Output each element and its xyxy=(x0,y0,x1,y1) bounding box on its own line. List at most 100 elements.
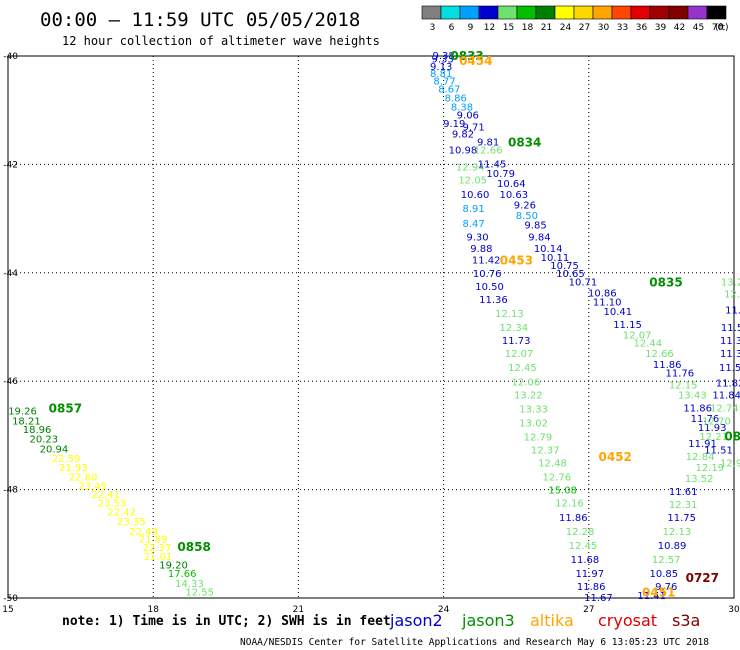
swh-value-label: 9.84 xyxy=(528,233,550,244)
pass-time-label: 0834 xyxy=(508,136,541,150)
x-tick-label: 27 xyxy=(583,605,594,615)
color-swatch-label: 30 xyxy=(598,23,610,33)
color-swatch-3 xyxy=(421,5,442,20)
pass-time-label: 0453 xyxy=(500,253,533,267)
swh-value-label: 12.16 xyxy=(555,499,584,510)
swh-value-label: 12.15 xyxy=(669,381,698,392)
color-swatch-12 xyxy=(478,5,499,20)
color-swatch-label: 33 xyxy=(617,23,628,33)
swh-value-label: 18.96 xyxy=(23,425,52,436)
swh-value-label: 11.84 xyxy=(712,390,740,401)
y-tick-label: -40 xyxy=(3,52,18,62)
swh-value-label: 9.88 xyxy=(470,244,492,255)
swh-value-label: 12.06 xyxy=(512,377,541,388)
swh-value-label: 9.38 xyxy=(432,51,454,62)
swh-value-label: 8.91 xyxy=(462,204,484,215)
swh-value-label: 8.81 xyxy=(430,69,452,80)
swh-value-label: 12.31 xyxy=(669,500,698,511)
swh-value-label: 12.74 xyxy=(710,403,739,414)
y-tick-label: -48 xyxy=(3,486,18,496)
swh-value-label: 10.79 xyxy=(486,169,515,180)
swh-value-label: 10.64 xyxy=(497,179,526,190)
swh-value-label: 11.51 xyxy=(704,446,733,457)
swh-value-label: 12.76 xyxy=(543,473,572,484)
color-swatch-label: 45 xyxy=(693,23,704,33)
pass-time-label: 0452 xyxy=(598,450,631,464)
swh-value-label: 11.5 xyxy=(721,323,740,334)
satellite-legend-jason2: jason2 xyxy=(389,611,443,630)
swh-value-label: 12.55 xyxy=(185,588,214,599)
x-tick-label: 18 xyxy=(147,605,159,615)
swh-value-label: 11.86 xyxy=(577,582,606,593)
swh-value-label: 22.59 xyxy=(52,454,81,465)
swh-value-label: 12.07 xyxy=(623,331,652,342)
swh-value-label: 14.33 xyxy=(175,579,204,590)
satellite-legend-cryosat: cryosat xyxy=(598,611,657,630)
swh-value-label: 22.41 xyxy=(91,490,120,501)
swh-value-label: 12.66 xyxy=(474,145,503,156)
swh-value-label: 19.20 xyxy=(159,560,188,571)
swh-value-label: 9.85 xyxy=(524,221,546,232)
satellite-legend-jason3: jason3 xyxy=(461,611,515,630)
gridlines xyxy=(8,56,734,598)
color-swatch-label: 15 xyxy=(503,23,514,33)
y-tick-label: -44 xyxy=(3,269,18,279)
pass-time-label: 08 xyxy=(724,429,740,443)
color-swatch-label: 12 xyxy=(484,23,495,33)
swh-value-label: 11.41 xyxy=(637,591,666,602)
swh-value-label: 12.44 xyxy=(634,338,663,349)
data-labels: 9.389.339.138.818.778.678.868.389.069.19… xyxy=(8,51,740,604)
swh-value-label: 12.70 xyxy=(702,416,731,427)
x-tick-label: 15 xyxy=(2,605,13,615)
swh-value-label: 12.19 xyxy=(695,463,724,474)
swh-value-label: 10.14 xyxy=(534,244,563,255)
y-tick-label: -42 xyxy=(3,160,18,170)
color-swatch-label: 36 xyxy=(636,23,648,33)
swh-value-label: 10.86 xyxy=(588,288,617,299)
swh-value-label: 12.21 xyxy=(699,432,728,443)
swh-value-label: 12.9 xyxy=(720,459,740,470)
swh-value-label: 11.68 xyxy=(571,555,600,566)
pass-time-label: 0451 xyxy=(642,586,675,600)
swh-value-label: 11.10 xyxy=(593,298,622,309)
swh-value-label: 9.30 xyxy=(466,233,488,244)
swh-value-label: 12.13 xyxy=(663,527,692,538)
chart-subtitle: 12 hour collection of altimeter wave hei… xyxy=(62,34,380,48)
satellite-legend-altika: altika xyxy=(530,611,574,630)
swh-value-label: 9.76 xyxy=(655,582,677,593)
swh-value-label: 12.79 xyxy=(524,433,553,444)
swh-value-label: 8.50 xyxy=(516,211,538,222)
swh-value-label: 11.75 xyxy=(667,513,696,524)
swh-value-label: 13.43 xyxy=(678,390,707,401)
swh-value-label: 21.01 xyxy=(144,552,173,563)
swh-value-label: 11.86 xyxy=(683,403,712,414)
swh-value-label: 8.77 xyxy=(433,76,455,87)
swh-value-label: 10.60 xyxy=(461,190,490,201)
swh-value-label: 13.2 xyxy=(721,278,740,289)
color-swatch-label: 42 xyxy=(674,23,685,33)
color-swatch-6 xyxy=(440,5,461,20)
color-swatch-27 xyxy=(573,5,594,20)
swh-value-label: 10.11 xyxy=(541,253,570,264)
swh-value-label: 22.37 xyxy=(143,543,172,554)
y-axis-ticks: -40 -42 -44 -46 -48 -50 xyxy=(3,52,18,604)
swh-value-label: 11.93 xyxy=(698,423,727,434)
color-swatch-15 xyxy=(497,5,518,20)
swh-value-label: 11.86 xyxy=(559,513,588,524)
swh-value-label: 20.23 xyxy=(29,435,58,446)
footer-note: note: 1) Time is in UTC; 2) SWH is in fe… xyxy=(62,614,391,629)
swh-value-label: 9.71 xyxy=(462,123,484,134)
swh-value-label: 23.35 xyxy=(117,517,146,528)
swh-value-label: 8.67 xyxy=(438,85,460,96)
swh-value-label: 9.81 xyxy=(477,138,499,149)
swh-value-label: 11.67 xyxy=(584,593,613,604)
swh-value-label: 12.45 xyxy=(508,363,537,374)
y-tick-label: -46 xyxy=(3,377,18,387)
swh-value-label: 11.76 xyxy=(691,414,720,425)
swh-value-label: 11.45 xyxy=(478,159,507,170)
pass-time-label: 0454 xyxy=(459,54,492,68)
color-swatch-label: 70 xyxy=(712,23,724,33)
swh-value-label: 10.76 xyxy=(473,269,502,280)
swh-value-label: 18.21 xyxy=(12,416,41,427)
